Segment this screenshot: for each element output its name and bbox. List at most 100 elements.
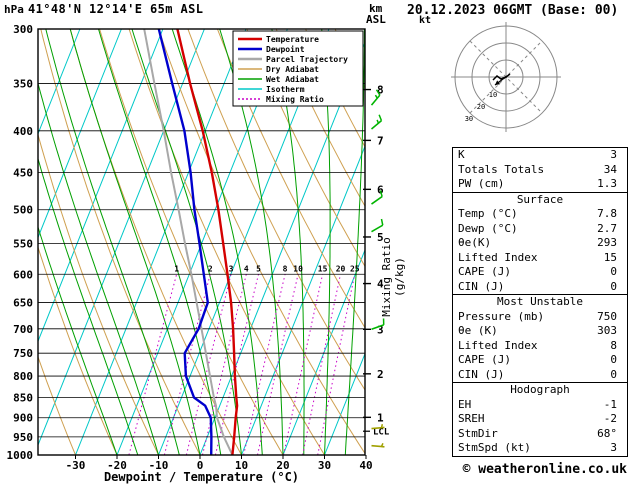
pressure-tick-label: 650	[13, 297, 33, 310]
metric-value: -2	[603, 412, 617, 425]
table-row: Temp (°C) 7.8	[453, 207, 627, 222]
mixing-ratio-axis-label: Mixing Ratio (g/kg)	[380, 237, 406, 317]
hodograph-center-dot	[505, 76, 507, 78]
mixing-ratio-line	[243, 274, 286, 455]
mixing-ratio-value: 2	[208, 264, 213, 273]
hodograph-plot: 10 20 30	[451, 22, 561, 132]
table-row: Pressure (mb) 750	[453, 310, 627, 325]
hodograph-ring-label: 10	[489, 91, 497, 99]
metric-label: Lifted Index	[458, 338, 538, 352]
km-tick-label: 3	[377, 323, 384, 336]
metric-value: 2.7	[597, 221, 617, 235]
pressure-tick-label: 350	[13, 78, 33, 91]
parcel-curve	[143, 29, 234, 455]
pressure-tick-label: 550	[13, 237, 33, 250]
dry-adiabat-line	[38, 355, 76, 455]
metric-value: 0	[610, 265, 617, 278]
pressure-tick-label: 750	[13, 347, 33, 360]
wind-barb	[371, 190, 383, 205]
hodograph: 10 20 30	[451, 22, 561, 132]
mixing-ratio-value: 1	[174, 264, 179, 273]
indices-table: K 3 Totals Totals 34 PW (cm) 1.3 Surface Temp (…	[452, 147, 628, 457]
wet-adiabat-line	[98, 29, 222, 455]
temp-tick-label: -10	[149, 459, 169, 472]
table-row: θe(K) 293	[453, 236, 627, 251]
wind-barb	[371, 218, 384, 233]
mixing-ratio-value: 15	[318, 264, 328, 273]
altitude-axis-unit-asl: ASL	[366, 13, 386, 26]
mixing-ratio-value: 8	[283, 264, 288, 273]
metric-value: -1	[603, 397, 617, 411]
table-section-header: Hodograph	[510, 383, 570, 396]
km-tick-label: 2	[377, 368, 384, 381]
mixing-ratio-value: 25	[350, 264, 360, 273]
skewt-diagram: 1 2 3 4 5 8 10 15 20 2530035040045050055060065070…	[7, 23, 390, 472]
table-row: StmSpd (kt) 3	[453, 441, 627, 456]
legend-label: Parcel Trajectory	[266, 54, 348, 64]
wet-adiabat-line	[38, 81, 159, 455]
copyright: © weatheronline.co.uk	[462, 462, 627, 477]
isotherm-line	[38, 29, 122, 239]
metric-value: 303	[597, 324, 617, 337]
pressure-axis-unit: hPa	[4, 3, 24, 16]
table-row: CIN (J) 0	[453, 280, 627, 295]
metric-value: 750	[597, 309, 617, 323]
metric-value: 1.3	[597, 177, 617, 190]
metric-label: K	[458, 148, 465, 161]
pressure-tick-label: 1000	[7, 449, 34, 462]
hodograph-ring	[471, 42, 541, 112]
km-tick-label: 7	[377, 134, 384, 147]
hodograph-ring	[454, 25, 558, 129]
metric-value: 3	[610, 441, 617, 454]
metric-value: 293	[597, 236, 617, 249]
metric-label: θe(K)	[458, 236, 492, 249]
wind-barb	[370, 114, 383, 130]
hodograph-trace	[492, 73, 511, 81]
dewpoint-curve	[157, 29, 213, 455]
axes: 3003504004505005506006507007508008509009…	[7, 23, 390, 472]
table-section: Surface Temp (°C) 7.8 Dewp (°C) 2.7 θe(K) 293 L…	[452, 191, 628, 295]
table-row: CAPE (J) 0	[453, 265, 627, 280]
mixing-ratio-line	[257, 274, 299, 455]
table-row: θe (K) 303	[453, 324, 627, 339]
dry-adiabat-line	[38, 245, 118, 455]
metric-label: SREH	[458, 412, 485, 425]
metric-value: 0	[610, 353, 617, 366]
table-row: CAPE (J) 0	[453, 353, 627, 368]
mixing-ratio-value: 3	[229, 264, 234, 273]
table-row: EH -1	[453, 398, 627, 413]
legend-label: Wet Adiabat	[266, 74, 319, 84]
wind-barb	[371, 318, 385, 331]
altitude-axis-unit-km: km	[369, 2, 383, 15]
hodograph-ring-label: 20	[477, 103, 485, 111]
wet-adiabat-line	[38, 157, 139, 455]
mixing-ratio-value: 10	[293, 264, 303, 273]
dry-adiabat-line	[99, 29, 284, 455]
temperature-axis-label: Dewpoint / Temperature (°C)	[103, 470, 300, 484]
isotherm-line	[282, 248, 365, 455]
metric-label: CIN (J)	[458, 367, 505, 381]
temp-tick-label: 10	[235, 459, 248, 472]
table-section-header: Surface	[516, 192, 564, 206]
hodograph-unit-label: kt	[419, 15, 432, 26]
km-tick-label: 5	[377, 231, 384, 244]
dry-adiabat-line	[158, 29, 365, 455]
pressure-tick-label: 800	[13, 370, 33, 383]
wind-barb	[371, 442, 385, 448]
metric-value: 8	[610, 338, 617, 352]
table-section: Most Unstable Pressure (mb) 750 θe (K) 303 Li…	[452, 294, 628, 383]
mixing-ratio-value: 4	[244, 264, 249, 273]
lcl-label: LCL	[373, 428, 390, 438]
metric-label: Temp (°C)	[458, 207, 518, 220]
temperature-curve	[176, 29, 239, 455]
table-row: Lifted Index 8	[453, 339, 627, 354]
table-row: PW (cm) 1.3	[453, 177, 627, 192]
mixing-ratio-line	[317, 274, 356, 455]
metric-label: Totals Totals	[458, 162, 545, 176]
table-row: CIN (J) 0	[453, 368, 627, 383]
table-section-header: Most Unstable	[496, 295, 584, 308]
metric-label: θe (K)	[458, 324, 498, 337]
hodograph-ring	[488, 59, 524, 95]
mixing-ratio-value: 20	[336, 264, 346, 273]
